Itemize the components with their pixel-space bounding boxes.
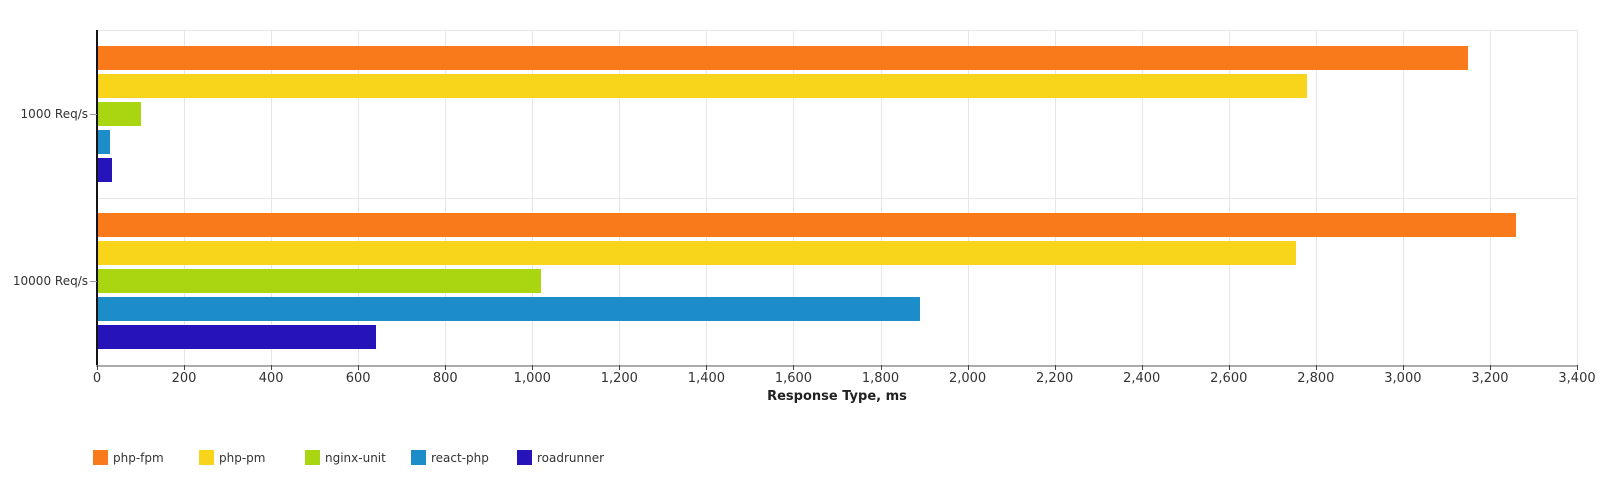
legend-swatch-react-php xyxy=(411,450,426,465)
x-tick-mark-2000 xyxy=(967,365,969,370)
x-tick-label-1000: 1,000 xyxy=(513,371,551,386)
bar-php-fpm-10000-req-s[interactable] xyxy=(97,213,1517,238)
y-axis-line xyxy=(96,30,98,365)
x-tick-mark-1400 xyxy=(706,365,708,370)
bar-nginx-unit-10000-req-s[interactable] xyxy=(97,269,541,294)
bar-nginx-unit-1000-req-s[interactable] xyxy=(97,101,141,126)
x-tick-label-1800: 1,800 xyxy=(861,371,900,386)
x-tick-label-200: 200 xyxy=(171,371,197,386)
legend-item-roadrunner[interactable]: roadrunner xyxy=(517,450,623,465)
gridline-x-1800 xyxy=(880,30,882,365)
x-tick-label-2800: 2,800 xyxy=(1297,371,1335,386)
x-tick-mark-2600 xyxy=(1228,365,1230,370)
legend-swatch-php-pm xyxy=(199,450,214,465)
bar-php-fpm-1000-req-s[interactable] xyxy=(97,45,1469,70)
legend-item-php-pm[interactable]: php-pm xyxy=(199,450,305,465)
x-tick-label-2200: 2,200 xyxy=(1036,371,1074,386)
gridline-x-200 xyxy=(184,30,186,365)
x-tick-label-600: 600 xyxy=(345,371,371,386)
legend-item-react-php[interactable]: react-php xyxy=(411,450,517,465)
x-tick-mark-3200 xyxy=(1489,365,1491,370)
legend-item-php-fpm[interactable]: php-fpm xyxy=(93,450,199,465)
gridline-x-600 xyxy=(358,30,360,365)
x-tick-mark-1600 xyxy=(793,365,795,370)
x-tick-label-3400: 3,400 xyxy=(1558,371,1596,386)
bar-roadrunner-10000-req-s[interactable] xyxy=(97,325,376,350)
legend: php-fpm php-pm nginx-unit react-php roadrunn… xyxy=(93,450,623,465)
x-tick-label-3000: 3,000 xyxy=(1384,371,1422,386)
x-tick-label-1200: 1,200 xyxy=(600,371,638,386)
x-tick-mark-1200 xyxy=(619,365,621,370)
x-tick-label-2000: 2,000 xyxy=(948,371,987,386)
bar-php-pm-10000-req-s[interactable] xyxy=(97,241,1297,266)
plot-area xyxy=(96,30,1578,367)
legend-swatch-nginx-unit xyxy=(305,450,320,465)
gridline-x-3000 xyxy=(1402,30,1404,365)
x-tick-label-2600: 2,600 xyxy=(1210,371,1248,386)
x-tick-label-2400: 2,400 xyxy=(1123,371,1161,386)
gridline-x-2400 xyxy=(1141,30,1143,365)
legend-swatch-php-fpm xyxy=(93,450,108,465)
x-tick-mark-800 xyxy=(445,365,447,370)
bar-roadrunner-1000-req-s[interactable] xyxy=(97,157,113,182)
gridline-x-400 xyxy=(271,30,273,365)
legend-label-react-php: react-php xyxy=(431,450,489,465)
gridline-x-1200 xyxy=(619,30,621,365)
gridline-x-2600 xyxy=(1228,30,1230,365)
x-tick-mark-1000 xyxy=(532,365,534,370)
y-tick-mark-1000-req-s xyxy=(90,113,97,115)
bar-php-pm-1000-req-s[interactable] xyxy=(97,73,1308,98)
gridline-x-2000 xyxy=(967,30,969,365)
legend-swatch-roadrunner xyxy=(517,450,532,465)
gridline-x-3400 xyxy=(1577,30,1578,365)
x-tick-mark-1800 xyxy=(880,365,882,370)
legend-label-roadrunner: roadrunner xyxy=(537,450,605,465)
gridline-x-1000 xyxy=(532,30,534,365)
gridline-x-800 xyxy=(445,30,447,365)
y-tick-mark-10000-req-s xyxy=(90,281,97,283)
x-tick-mark-3400 xyxy=(1577,365,1578,370)
x-tick-label-3200: 3,200 xyxy=(1471,371,1509,386)
legend-label-php-pm: php-pm xyxy=(219,450,266,465)
x-tick-mark-200 xyxy=(184,365,186,370)
gridline-x-2200 xyxy=(1054,30,1056,365)
gridline-x-2800 xyxy=(1315,30,1317,365)
legend-label-nginx-unit: nginx-unit xyxy=(325,450,386,465)
x-axis-title: Response Type, ms xyxy=(767,389,907,404)
gridline-y-band-0 xyxy=(97,30,1577,31)
legend-item-nginx-unit[interactable]: nginx-unit xyxy=(305,450,411,465)
legend-label-php-fpm: php-fpm xyxy=(113,450,164,465)
y-category-label-10000-req-s: 10000 Req/s xyxy=(12,274,88,289)
x-tick-mark-3000 xyxy=(1402,365,1404,370)
x-tick-mark-0 xyxy=(97,365,98,370)
bar-react-php-10000-req-s[interactable] xyxy=(97,297,920,322)
gridline-x-3200 xyxy=(1489,30,1491,365)
x-tick-label-0: 0 xyxy=(92,371,102,386)
x-tick-mark-2200 xyxy=(1054,365,1056,370)
x-tick-mark-2400 xyxy=(1141,365,1143,370)
x-axis-line xyxy=(96,365,1577,367)
x-tick-label-800: 800 xyxy=(432,371,458,386)
y-category-label-1000-req-s: 1000 Req/s xyxy=(20,106,88,121)
x-tick-mark-2800 xyxy=(1315,365,1317,370)
x-tick-label-1600: 1,600 xyxy=(774,371,813,386)
gridline-x-1400 xyxy=(706,30,708,365)
gridline-x-1600 xyxy=(793,30,795,365)
x-tick-label-400: 400 xyxy=(258,371,284,386)
x-tick-mark-400 xyxy=(271,365,273,370)
gridline-y-band-1 xyxy=(97,197,1577,199)
x-tick-label-1400: 1,400 xyxy=(687,371,726,386)
x-tick-mark-600 xyxy=(358,365,360,370)
bar-react-php-1000-req-s[interactable] xyxy=(97,129,111,154)
